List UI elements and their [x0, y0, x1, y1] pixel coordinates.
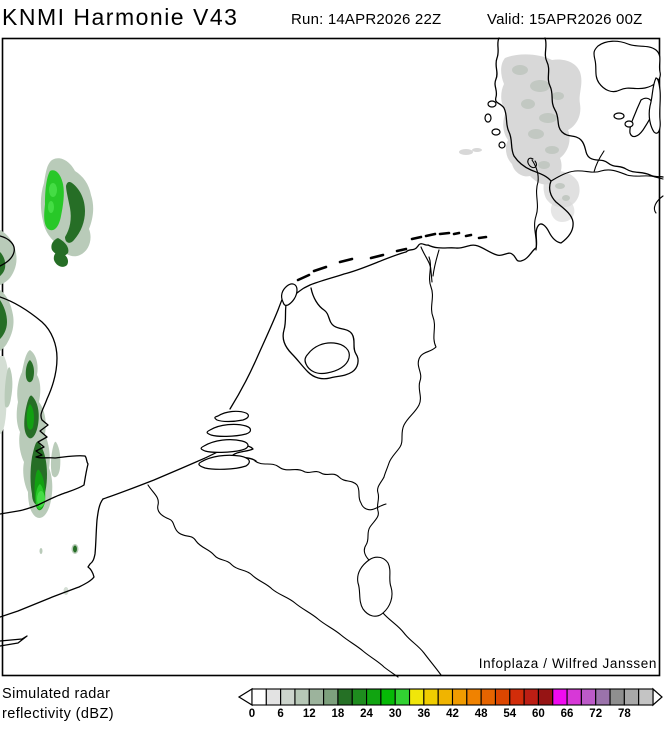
colorbar-cell [380, 688, 396, 706]
colorbar-tick-label: 78 [618, 708, 631, 720]
colorbar-cell [280, 688, 296, 706]
colorbar-tick-label: 60 [532, 708, 545, 720]
colorbar-left-arrow [237, 687, 253, 707]
elbe-branch [593, 150, 605, 173]
radar-echo-green-band [16, 350, 79, 595]
elbe-river [550, 169, 664, 182]
radar-echo-gray-jutland [459, 54, 582, 222]
wadden-island-dashes [296, 231, 488, 282]
france-coast [0, 498, 104, 618]
colorbar-cell [394, 688, 411, 706]
colorbar-tick-label: 6 [277, 708, 283, 720]
colorbar-tick-label: 36 [417, 708, 430, 720]
colorbar-tick-label: 0 [249, 708, 255, 720]
colorbar-tick-label: 54 [503, 708, 516, 720]
delta-island-2 [200, 439, 249, 453]
weser-river [531, 159, 539, 251]
colorbar-tick-label: 66 [561, 708, 574, 720]
colorbar-cell [609, 688, 625, 706]
delta-island-1 [198, 454, 250, 470]
colorbar-right-arrow [652, 687, 663, 707]
radar-echo-green-cluster [40, 158, 94, 267]
netherlands-north-coast [229, 37, 574, 410]
colorbar-cell [552, 688, 568, 706]
border-nl-de [383, 256, 437, 478]
colorbar-cell [423, 688, 439, 706]
colorbar-cell [566, 688, 582, 706]
gray-speckles [512, 65, 570, 201]
border-be-de [363, 476, 385, 561]
colorbar-cell [251, 688, 267, 706]
colorbar-cell [308, 688, 325, 706]
delta-island-3 [206, 423, 252, 437]
ems-river [420, 246, 433, 283]
luxembourg-border [357, 556, 393, 617]
colorbar-cell [537, 688, 554, 706]
border-nl-be [254, 460, 387, 511]
ems-river-branch [432, 249, 440, 277]
somme-spit [0, 635, 28, 647]
colorbar-cell [265, 688, 282, 706]
colorbar-cell [623, 688, 640, 706]
country-borders [147, 256, 442, 678]
colorbar-cell [480, 688, 497, 706]
page-title: KNMI Harmonie V43 [2, 4, 238, 30]
colorbar-tick-label: 48 [475, 708, 488, 720]
colorbar-tick-label: 72 [589, 708, 602, 720]
flevoland [304, 342, 350, 375]
colorbar-cell [294, 688, 310, 706]
colorbar-cell [437, 688, 454, 706]
caption-line-2: reflectivity (dBZ) [2, 706, 114, 722]
border-fr-de [382, 612, 442, 676]
uk-east-coast [0, 296, 89, 515]
ijsselmeer-shore [282, 287, 359, 380]
langeland-island [648, 77, 661, 134]
colorbar-cell [580, 688, 597, 706]
attribution-text: Infoplaza / Wilfred Janssen [479, 656, 657, 671]
colorbar-cell [366, 688, 382, 706]
border-be-fr [147, 484, 399, 678]
weser-loop [527, 157, 538, 169]
uk-wash-coast [0, 235, 15, 267]
colorbar-cell [509, 688, 525, 706]
colorbar-cell [337, 688, 353, 706]
colorbar-tick-label: 42 [446, 708, 459, 720]
valid-label: Valid: 15APR2026 00Z [487, 11, 643, 28]
reflectivity-colorbar: 0 6 12 18 24 30 36 42 48 54 60 66 72 78 [237, 687, 663, 720]
colorbar-cell [451, 688, 468, 706]
frisian-islet-3 [491, 128, 501, 136]
delta-island-4 [214, 410, 249, 423]
small-island-2 [624, 120, 634, 128]
colorbar-cell [638, 688, 654, 706]
texel-island [281, 283, 298, 306]
colorbar-cell [323, 688, 339, 706]
frisian-islet-2 [484, 113, 492, 123]
frisian-islet-4 [498, 141, 506, 149]
small-island-1 [613, 112, 625, 120]
elbe-upper [653, 195, 664, 214]
denmark-baltic-coast [544, 37, 664, 178]
frisian-islet-1 [487, 100, 497, 108]
colorbar-cell [351, 688, 368, 706]
colorbar-cell [408, 688, 425, 706]
colorbar-cell [494, 688, 511, 706]
colorbar-cell [595, 688, 611, 706]
run-label: Run: 14APR2026 22Z [291, 11, 441, 28]
colorbar-cell [466, 688, 482, 706]
colorbar-tick-label: 30 [389, 708, 402, 720]
belgium-coast [102, 442, 234, 500]
colorbar-tick-label: 12 [303, 708, 316, 720]
coastlines [0, 37, 664, 647]
colorbar-tick-label: 24 [360, 708, 373, 720]
funen-island [593, 40, 661, 93]
caption-line-1: Simulated radar [2, 686, 110, 702]
colorbar-tick-label: 18 [332, 708, 345, 720]
colorbar-cell [523, 688, 539, 706]
